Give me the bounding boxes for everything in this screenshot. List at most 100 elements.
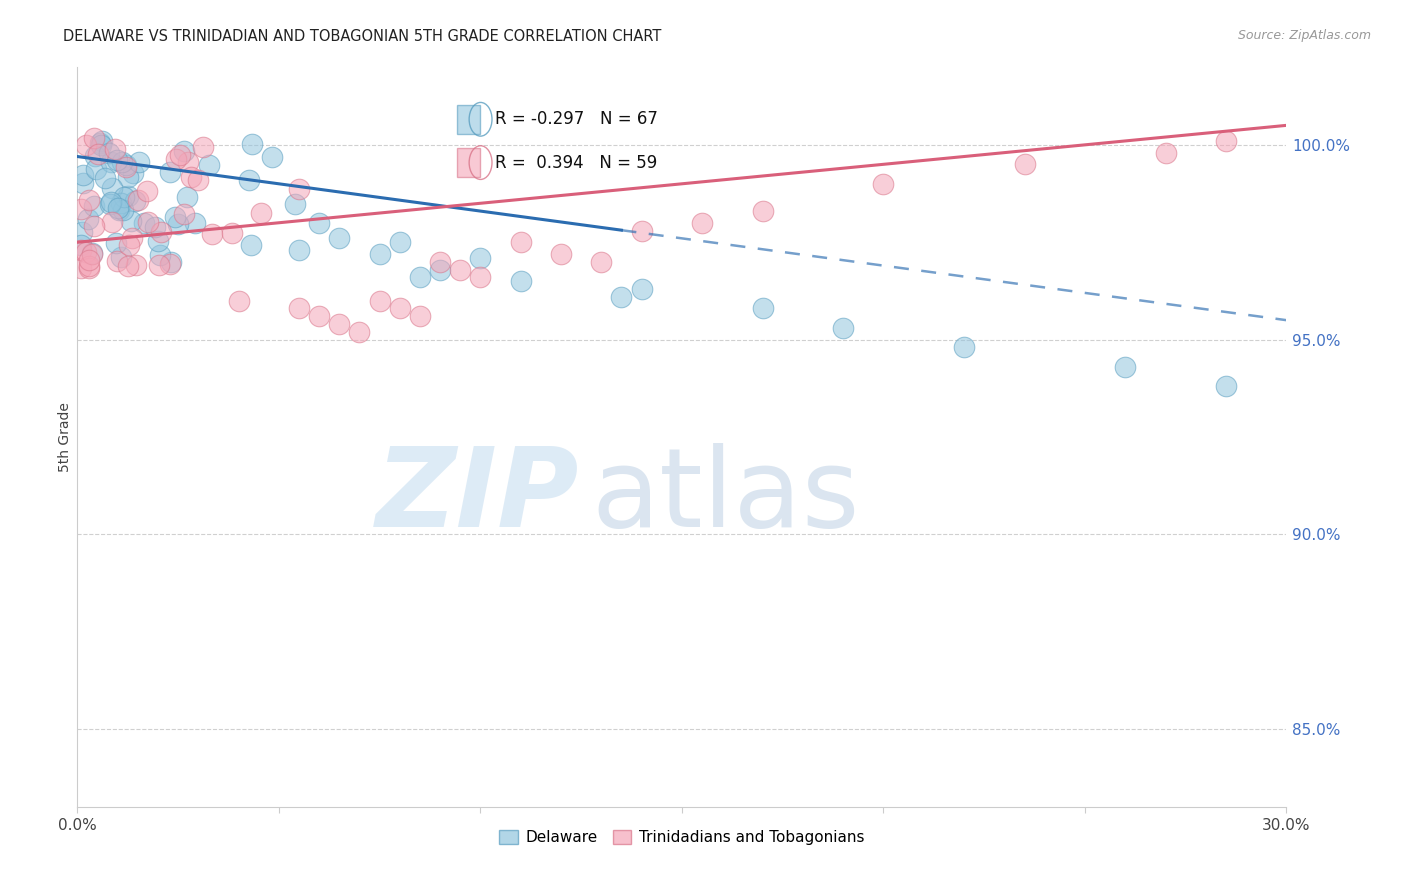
Point	[1215, 379, 1237, 393]
Point	[238, 172, 260, 186]
Point	[100, 197, 122, 211]
Point	[72, 226, 94, 240]
Point	[111, 155, 134, 169]
Point	[83, 199, 105, 213]
Point	[117, 169, 139, 184]
Point	[83, 131, 105, 145]
Point	[409, 310, 432, 324]
Point	[89, 136, 111, 150]
Point	[1154, 145, 1177, 160]
Point	[79, 261, 101, 276]
Point	[118, 238, 141, 252]
Point	[591, 254, 613, 268]
Point	[509, 235, 531, 250]
Text: DELAWARE VS TRINIDADIAN AND TOBAGONIAN 5TH GRADE CORRELATION CHART: DELAWARE VS TRINIDADIAN AND TOBAGONIAN 5…	[63, 29, 662, 45]
Point	[630, 223, 652, 237]
Point	[70, 243, 93, 257]
Point	[101, 214, 124, 228]
Point	[191, 140, 214, 154]
Point	[115, 161, 138, 175]
Point	[101, 181, 124, 195]
Point	[121, 230, 143, 244]
Point	[70, 238, 93, 252]
Point	[91, 135, 114, 149]
Point	[198, 158, 221, 172]
Point	[187, 173, 209, 187]
Point	[77, 260, 100, 274]
Point	[328, 317, 350, 331]
Point	[550, 247, 572, 261]
Point	[159, 254, 181, 268]
Point	[104, 142, 127, 156]
Point	[260, 150, 283, 164]
Point	[953, 341, 976, 355]
Point	[125, 258, 148, 272]
Point	[127, 193, 149, 207]
Y-axis label: 5th Grade: 5th Grade	[58, 402, 72, 472]
Point	[77, 194, 100, 208]
Point	[80, 246, 103, 260]
Point	[176, 189, 198, 203]
Point	[388, 235, 411, 250]
Point	[1014, 157, 1036, 171]
Point	[409, 270, 432, 285]
Point	[610, 290, 633, 304]
Point	[75, 244, 97, 259]
Point	[108, 202, 131, 217]
Point	[105, 153, 128, 168]
Point	[149, 248, 172, 262]
Point	[429, 262, 451, 277]
Point	[470, 251, 492, 265]
Point	[284, 197, 307, 211]
Point	[136, 215, 159, 229]
Point	[112, 202, 135, 217]
Point	[288, 301, 311, 316]
Point	[80, 246, 103, 260]
Text: Source: ZipAtlas.com: Source: ZipAtlas.com	[1237, 29, 1371, 43]
Point	[150, 225, 173, 239]
Text: ZIP: ZIP	[375, 442, 579, 549]
Point	[388, 301, 411, 316]
Point	[72, 176, 94, 190]
Point	[169, 148, 191, 162]
Point	[97, 145, 120, 160]
Point	[165, 153, 187, 167]
Point	[77, 253, 100, 268]
Point	[872, 177, 894, 191]
Point	[201, 227, 224, 241]
Point	[349, 325, 371, 339]
Point	[180, 170, 202, 185]
Point	[228, 293, 250, 308]
Point	[249, 206, 271, 220]
Point	[1215, 134, 1237, 148]
Point	[159, 257, 181, 271]
Point	[132, 216, 155, 230]
Text: atlas: atlas	[592, 442, 859, 549]
Point	[107, 202, 129, 216]
Point	[120, 214, 142, 228]
Point	[146, 234, 169, 248]
Point	[70, 202, 93, 216]
Point	[90, 137, 112, 152]
Point	[76, 211, 98, 226]
Point	[240, 136, 263, 151]
Point	[167, 217, 190, 231]
Point	[173, 144, 195, 158]
Point	[93, 170, 115, 185]
Point	[112, 189, 135, 203]
Point	[104, 236, 127, 251]
Point	[159, 165, 181, 179]
Point	[135, 184, 157, 198]
Point	[86, 162, 108, 177]
Point	[177, 155, 200, 169]
Point	[509, 274, 531, 288]
Point	[288, 182, 311, 196]
Point	[70, 261, 93, 276]
Point	[110, 195, 132, 210]
Point	[173, 207, 195, 221]
Point	[115, 158, 138, 172]
Point	[429, 254, 451, 268]
Legend: Delaware, Trinidadians and Tobagonians: Delaware, Trinidadians and Tobagonians	[494, 824, 870, 852]
Point	[184, 216, 207, 230]
Point	[368, 293, 391, 308]
